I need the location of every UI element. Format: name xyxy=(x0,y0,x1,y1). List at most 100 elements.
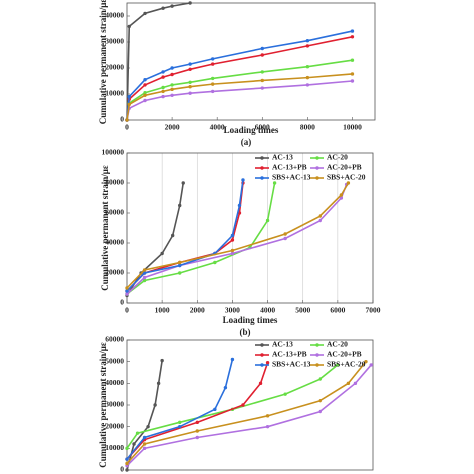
point xyxy=(178,424,182,429)
point xyxy=(161,89,165,94)
point xyxy=(213,260,217,265)
point xyxy=(318,398,322,403)
legend-label: AC-20+PB xyxy=(327,350,362,359)
point xyxy=(178,420,182,425)
legend-label: SBS+AC-13 xyxy=(272,173,311,182)
y-tick-label: 10000 xyxy=(105,89,124,98)
x-tick-label: 0 xyxy=(125,306,129,315)
caption: (a) xyxy=(241,137,252,147)
y-tick-label: 100000 xyxy=(102,148,125,157)
point xyxy=(146,424,150,429)
point xyxy=(346,181,351,185)
point xyxy=(305,39,310,43)
point xyxy=(161,70,165,74)
point xyxy=(161,94,165,99)
x-tick-label: 6000 xyxy=(330,306,345,315)
point xyxy=(188,91,192,95)
legend-label: SBS+AC-13 xyxy=(272,360,311,369)
legend-marker xyxy=(260,176,264,180)
point xyxy=(272,181,277,185)
point xyxy=(283,392,287,396)
point xyxy=(260,78,264,83)
point xyxy=(132,442,136,446)
point xyxy=(230,357,235,362)
legend-marker xyxy=(315,363,319,367)
y-tick-label: 20000 xyxy=(105,421,124,430)
point xyxy=(265,218,270,223)
legend-label: SBS+AC-20 xyxy=(327,173,366,182)
point xyxy=(178,263,182,268)
legend-label: SBS+AC-20 xyxy=(327,360,366,369)
y-tick-label: 20000 xyxy=(105,268,124,277)
point xyxy=(210,89,215,94)
point xyxy=(195,420,199,425)
series-line xyxy=(126,359,234,460)
legend-label: AC-13 xyxy=(272,153,293,162)
point xyxy=(350,72,355,76)
point xyxy=(125,286,129,290)
point xyxy=(339,193,344,197)
point xyxy=(305,65,310,69)
point xyxy=(265,361,270,365)
y-tick-label: 0 xyxy=(120,465,124,474)
legend-label: AC-13+PB xyxy=(272,163,307,172)
series-line xyxy=(126,73,353,121)
point xyxy=(230,233,235,238)
series-line xyxy=(126,80,353,121)
point xyxy=(210,62,215,66)
point xyxy=(143,11,147,16)
y-tick-label: 60000 xyxy=(105,335,124,344)
series-line xyxy=(126,30,353,121)
plot-frame xyxy=(126,339,374,471)
point xyxy=(350,58,355,62)
point xyxy=(125,292,129,296)
point xyxy=(161,6,165,10)
point xyxy=(213,407,217,412)
x-axis-title: Loading times xyxy=(224,125,279,135)
legend-marker xyxy=(260,363,264,367)
point xyxy=(230,248,235,253)
point xyxy=(318,377,322,381)
y-axis-title: Cumulative permanent strain/με xyxy=(98,342,108,468)
point xyxy=(125,446,129,451)
point xyxy=(336,363,340,367)
legend-marker xyxy=(260,166,264,170)
series-line xyxy=(126,364,372,467)
point xyxy=(170,87,174,92)
point xyxy=(195,429,199,433)
point xyxy=(283,232,287,236)
x-tick-label: 10000 xyxy=(343,123,362,132)
point xyxy=(142,435,147,440)
point xyxy=(178,203,182,208)
point xyxy=(369,363,373,367)
series-line xyxy=(126,184,348,295)
point xyxy=(283,236,287,241)
x-tick-label: 0 xyxy=(125,123,129,132)
point xyxy=(170,83,174,87)
legend-marker xyxy=(260,353,264,357)
x-axis-title: Loading times xyxy=(223,315,278,325)
legend-marker xyxy=(315,176,319,180)
y-axis-title: Cumulative permanent strain/με xyxy=(98,0,108,124)
y-tick-label: 0 xyxy=(120,115,124,124)
point xyxy=(188,80,192,85)
legend-marker xyxy=(315,156,319,160)
point xyxy=(142,271,147,275)
y-tick-label: 40000 xyxy=(105,11,124,20)
legend-label: AC-13 xyxy=(272,340,293,349)
point xyxy=(127,24,131,29)
series-line xyxy=(126,182,244,292)
series-line xyxy=(126,182,276,295)
plot-frame xyxy=(126,152,374,304)
legend-marker xyxy=(315,353,319,357)
x-tick-label: 3000 xyxy=(225,306,240,315)
point xyxy=(230,251,235,256)
point xyxy=(181,181,185,185)
x-tick-label: 8000 xyxy=(300,123,315,132)
point xyxy=(364,359,368,364)
y-tick-label: 80000 xyxy=(105,178,124,187)
point xyxy=(260,70,264,74)
point xyxy=(237,203,242,208)
point xyxy=(210,57,215,61)
